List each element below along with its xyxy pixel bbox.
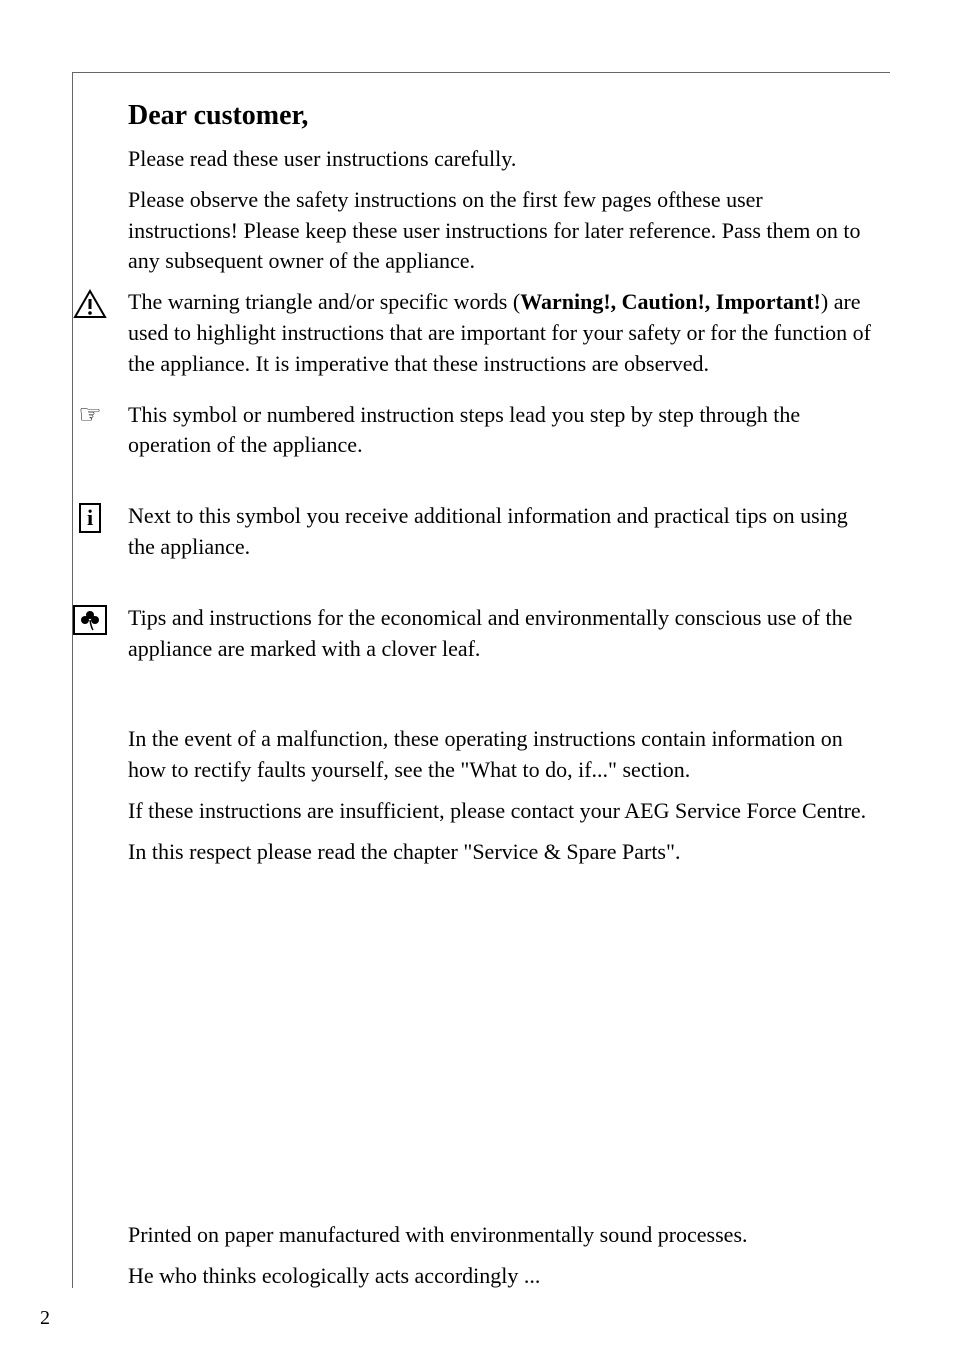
heading-dear-customer: Dear customer, — [128, 100, 876, 132]
warning-triangle-icon — [70, 289, 110, 324]
spacer — [128, 684, 876, 704]
clover-section: Tips and instructions for the economical… — [128, 603, 876, 675]
info-section: i Next to this symbol you receive additi… — [128, 501, 876, 573]
hand-section: ☞ This symbol or numbered instruction st… — [128, 400, 876, 472]
footer-line-1: Printed on paper manufactured with envir… — [128, 1220, 876, 1251]
intro-para-2: Please observe the safety instructions o… — [128, 185, 876, 277]
hand-pointer-icon: ☞ — [70, 402, 110, 428]
malfunction-para: In the event of a malfunction, these ope… — [128, 724, 876, 786]
page-content: Dear customer, Please read these user in… — [128, 100, 876, 1272]
clover-icon — [70, 605, 110, 640]
intro-para-1: Please read these user instructions care… — [128, 144, 876, 175]
page-number: 2 — [40, 1307, 50, 1330]
warning-text: The warning triangle and/or specific wor… — [128, 287, 876, 379]
spacer — [128, 583, 876, 603]
info-glyph: i — [79, 503, 101, 533]
footer: Printed on paper manufactured with envir… — [128, 1220, 876, 1302]
hand-text: This symbol or numbered instruction step… — [128, 400, 876, 462]
spacer — [128, 704, 876, 724]
clover-text: Tips and instructions for the economical… — [128, 603, 876, 665]
spacer — [128, 481, 876, 501]
info-icon: i — [70, 503, 110, 533]
footer-line-2: He who thinks ecologically acts accordin… — [128, 1261, 876, 1292]
warning-section: The warning triangle and/or specific wor… — [128, 287, 876, 389]
warning-prefix: The warning triangle and/or specific wor… — [128, 289, 520, 314]
service-para: If these instructions are insufficient, … — [128, 796, 876, 827]
info-text: Next to this symbol you receive addition… — [128, 501, 876, 563]
chapter-para: In this respect please read the chapter … — [128, 837, 876, 868]
warning-bold-words: Warning!, Caution!, Important! — [520, 289, 821, 314]
